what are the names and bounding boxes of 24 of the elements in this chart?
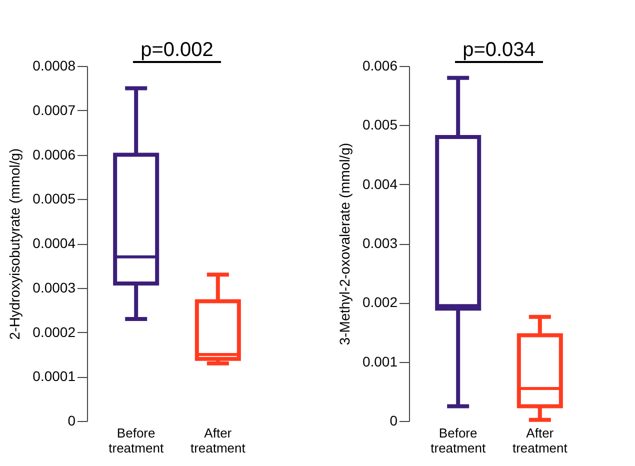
y-tick-label: 0.0008 [32,58,76,74]
y-tick-label: 0.002 [362,294,398,310]
y-tick-label: 0.0005 [32,190,76,207]
y-tick-label: 0.0004 [32,235,76,251]
y-tick-label: 0.0001 [32,368,76,384]
y-axis-title: 2-Hydroxyisobutyrate (mmol/g) [6,148,23,340]
x-tick-label: Before treatment [108,426,164,456]
y-tick-label: 0.005 [362,116,398,133]
y-tick-label: 0.006 [362,58,398,74]
y-tick-label: 0.001 [362,353,398,370]
y-tick-label: 0.0003 [32,279,76,296]
y-tick-label: 0.0007 [32,102,76,118]
text: p=0.002 [140,39,214,61]
text: p=0.034 [462,39,536,61]
y-tick-label: 0.0002 [32,324,76,340]
y-tick-label: 0.0006 [32,146,76,162]
y-tick-label: 0 [68,412,76,428]
x-tick-label: After treatment [190,426,246,456]
x-tick-label: After treatment [512,426,568,456]
y-axis-title: 3-Methyl-2-oxovalerate (mmol/g) [336,142,352,346]
y-tick-label: 0.003 [362,235,398,251]
x-tick-label: Before treatment [430,426,486,456]
y-tick-label: 0 [390,412,398,428]
y-tick-label: 0.004 [362,176,398,192]
